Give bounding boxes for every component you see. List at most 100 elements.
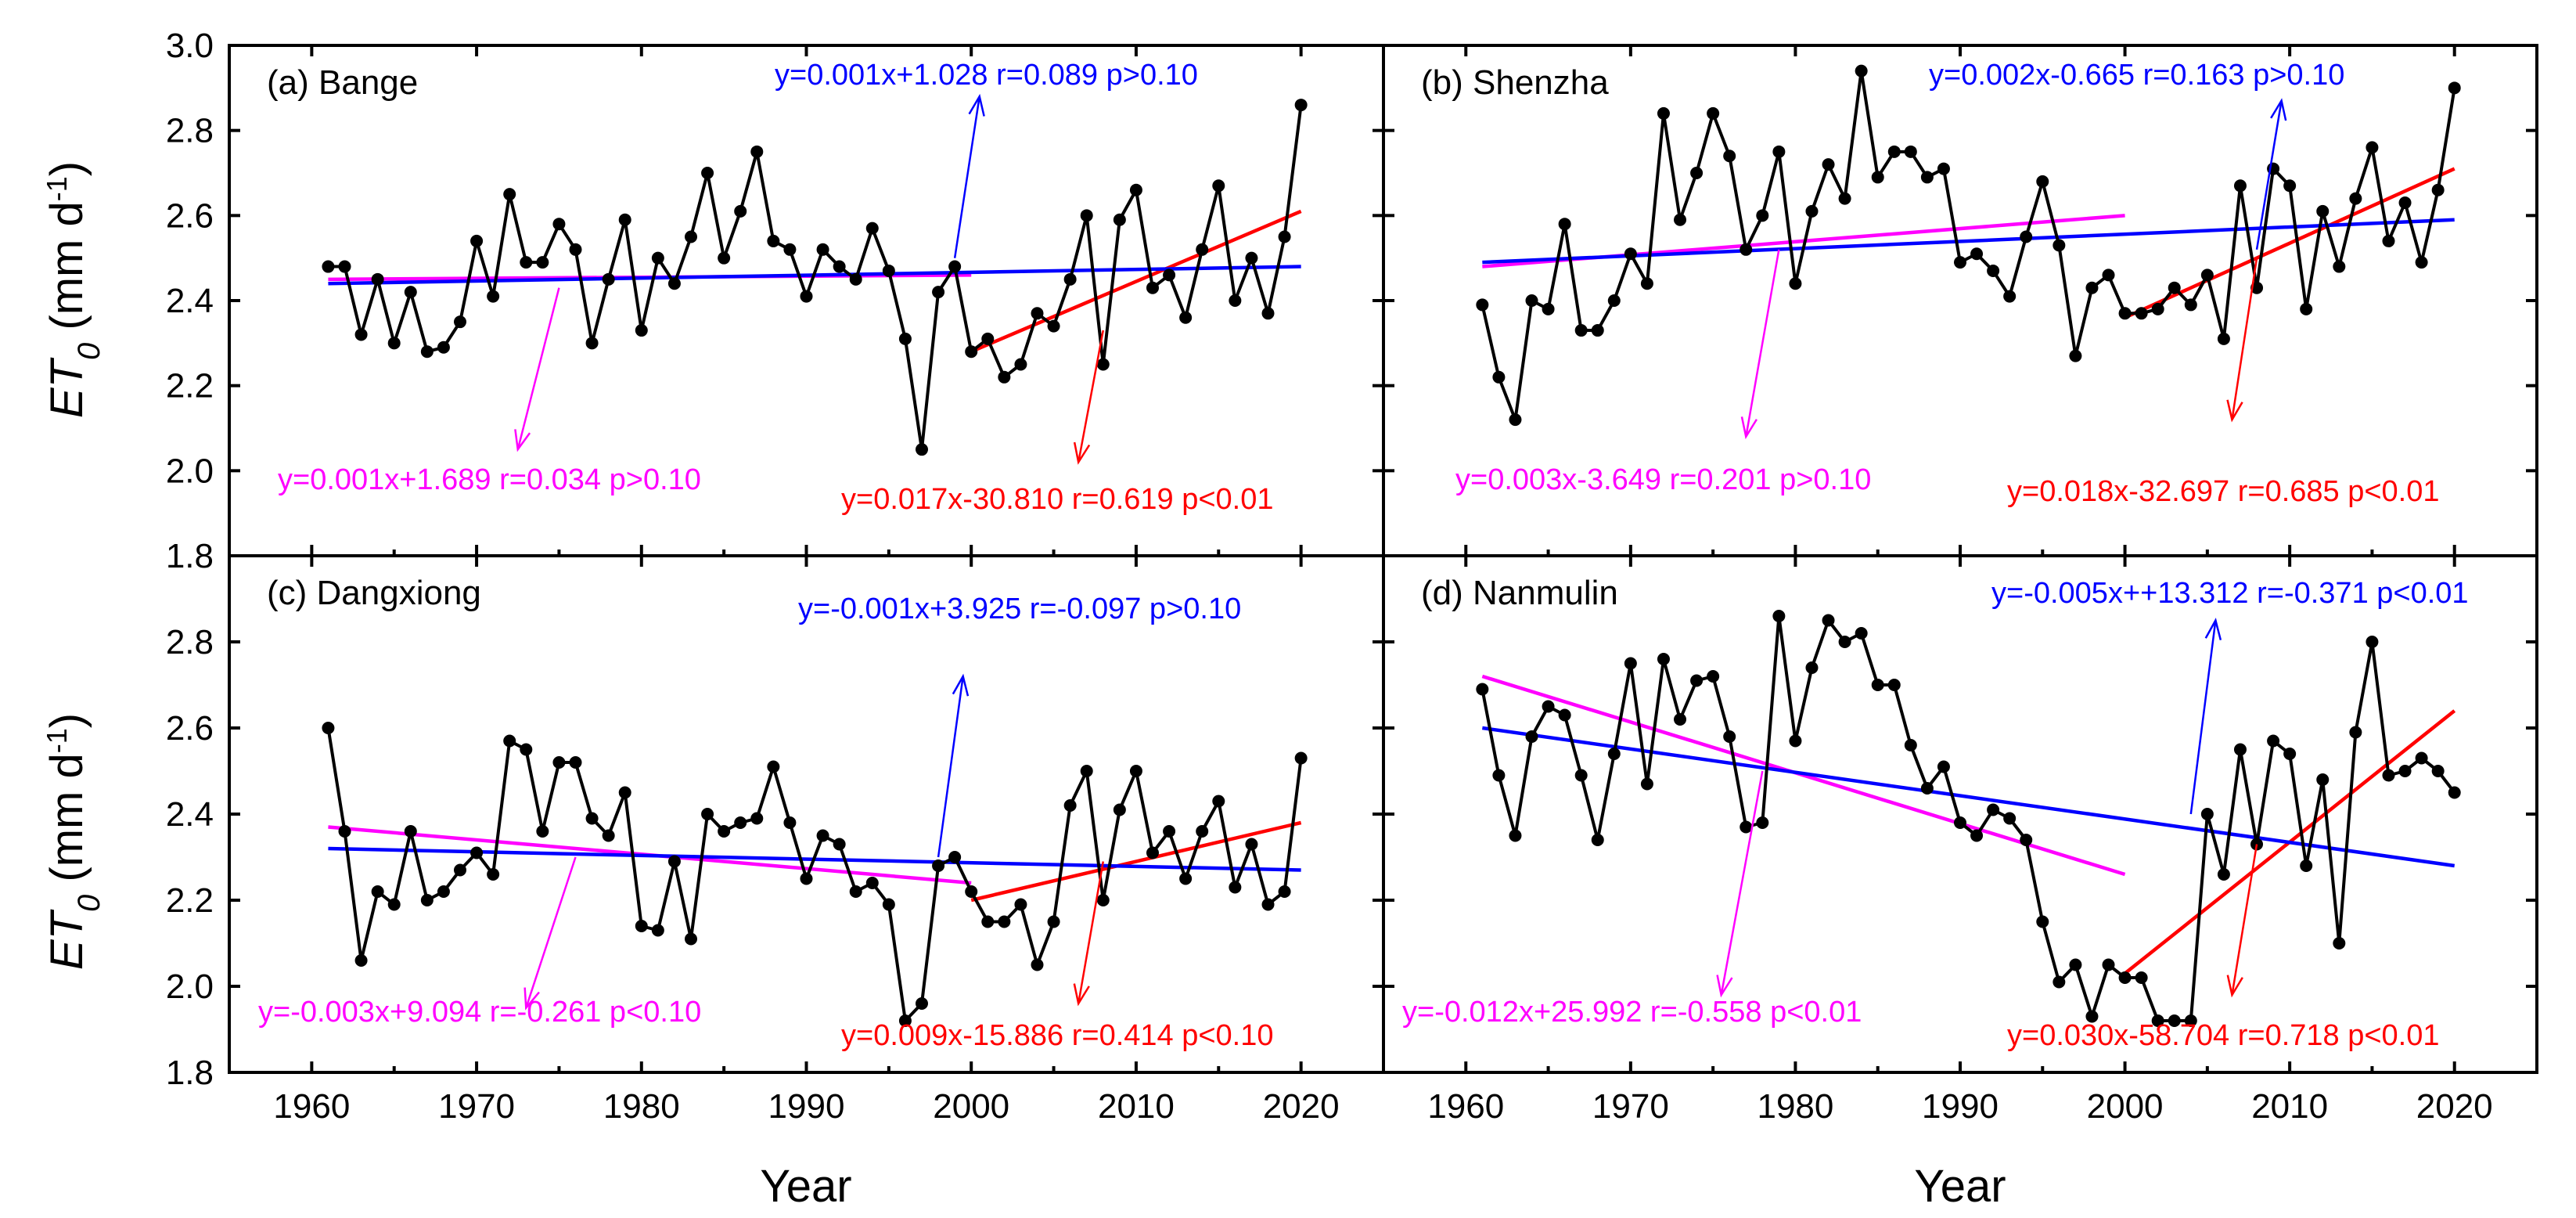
data-point — [1509, 829, 1522, 842]
series-line-et0 — [328, 104, 1303, 452]
x-tick-label: 1970 — [1592, 1087, 1669, 1126]
data-point — [718, 251, 731, 265]
annotation-arrow-head — [2204, 618, 2222, 640]
data-point — [487, 868, 500, 881]
y-tick-label: 1.8 — [166, 1054, 214, 1092]
data-point — [520, 256, 533, 269]
x-tick-label: 2010 — [2251, 1087, 2328, 1126]
trend-equation: y=-0.003x+9.094 r=-0.261 p<0.10 — [258, 996, 701, 1029]
data-point — [1096, 358, 1110, 371]
annotation-arrow-head — [952, 673, 970, 697]
data-point — [1805, 204, 1819, 218]
trend-equation: y=-0.001x+3.925 r=-0.097 p>0.10 — [798, 593, 1241, 625]
trend-equation: y=0.001x+1.028 r=0.089 p>0.10 — [775, 59, 1198, 92]
data-point — [2366, 141, 2379, 154]
data-point — [1245, 838, 1258, 851]
data-point — [1624, 247, 1637, 261]
x-tick-label: 2020 — [2416, 1087, 2493, 1126]
data-point — [1542, 302, 1555, 315]
data-point — [849, 272, 862, 286]
data-point — [1740, 820, 1753, 834]
data-point — [1723, 150, 1736, 163]
annotation-arrow — [1720, 770, 1764, 996]
data-point — [1772, 610, 1786, 622]
trend-equation: y=-0.005x++13.312 r=-0.371 p<0.01 — [1991, 577, 2469, 610]
data-point — [1146, 846, 1159, 859]
data-point — [667, 277, 681, 290]
data-point — [2168, 281, 2181, 294]
data-point — [1163, 268, 1176, 282]
data-point — [1179, 311, 1193, 324]
data-point — [2135, 307, 2148, 320]
data-point — [1920, 171, 1934, 184]
data-point — [1014, 358, 1027, 371]
x-tick-label: 1960 — [273, 1087, 350, 1126]
data-point — [2200, 808, 2214, 820]
data-point — [2366, 636, 2379, 648]
annotation-arrow — [1077, 330, 1105, 463]
annotation-arrow — [953, 96, 980, 258]
data-point — [585, 337, 599, 350]
data-point — [520, 743, 533, 756]
data-point — [2217, 868, 2230, 881]
data-point — [1822, 614, 1835, 627]
data-point — [701, 808, 714, 820]
data-point — [1789, 277, 1802, 290]
data-point — [2349, 192, 2362, 205]
data-point — [800, 290, 813, 303]
x-tick-label: 1980 — [603, 1087, 680, 1126]
data-point — [1542, 700, 1555, 713]
data-point — [1887, 679, 1901, 691]
series-line-et0 — [326, 727, 1303, 1022]
data-point — [1987, 264, 2000, 277]
data-point — [849, 885, 862, 898]
data-point — [718, 825, 731, 838]
data-point — [1294, 751, 1308, 765]
x-tick-label: 1960 — [1427, 1087, 1504, 1126]
y-axis-title-top: ET0 (mm d-1) — [41, 161, 107, 418]
data-point — [1756, 209, 1769, 222]
data-point — [322, 722, 335, 734]
data-point — [1954, 816, 1966, 829]
data-point — [1723, 730, 1736, 743]
data-point — [387, 898, 401, 911]
data-point — [651, 924, 664, 937]
data-point — [2316, 204, 2330, 218]
data-point — [2151, 1014, 2164, 1027]
data-point — [2168, 1014, 2181, 1027]
data-point — [437, 885, 450, 898]
data-point — [1970, 829, 1984, 842]
data-point — [1904, 739, 1917, 751]
data-point — [1624, 657, 1637, 670]
data-point — [685, 932, 697, 946]
data-point — [667, 855, 681, 868]
y-tick-label: 2.4 — [166, 795, 214, 834]
data-point — [420, 345, 434, 359]
y-tick-label: 1.8 — [166, 537, 214, 575]
data-point — [2382, 234, 2395, 247]
data-point — [585, 812, 599, 825]
data-point — [2431, 765, 2445, 777]
data-point — [1525, 294, 1538, 307]
data-point — [1640, 277, 1653, 290]
data-point — [1113, 803, 1126, 816]
y-tick-label: 2.6 — [166, 196, 214, 235]
data-point — [1014, 898, 1027, 911]
x-tick-label: 1990 — [768, 1087, 845, 1126]
annotation-arrow-head — [2270, 98, 2287, 121]
data-point — [2053, 239, 2066, 252]
trend-equation: y=0.003x-3.649 r=0.201 p>0.10 — [1455, 463, 1871, 496]
data-point — [1229, 294, 1242, 307]
data-point — [1129, 183, 1142, 196]
data-point — [1278, 230, 1291, 243]
data-point — [552, 218, 566, 231]
data-point — [833, 260, 846, 273]
annotation-arrow-head — [1740, 416, 1758, 440]
data-point — [948, 260, 962, 273]
data-point — [1525, 730, 1538, 743]
x-tick-label: 1980 — [1757, 1087, 1833, 1126]
data-point — [420, 894, 434, 906]
data-point — [1163, 825, 1176, 838]
data-point — [2053, 975, 2066, 989]
annotation-arrow — [2255, 100, 2283, 250]
